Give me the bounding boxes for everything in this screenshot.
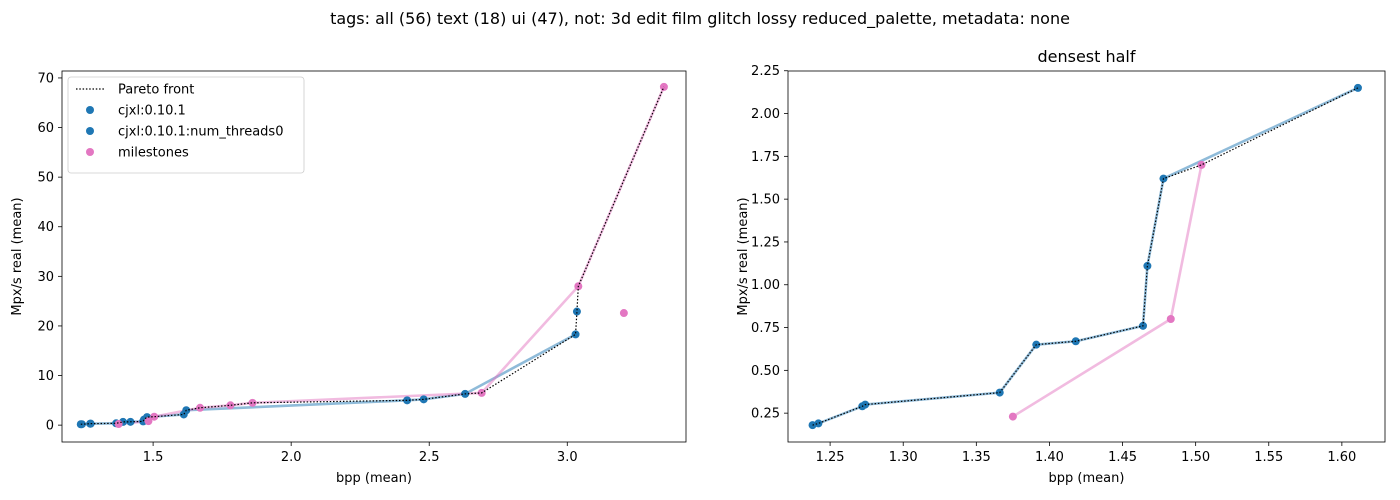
y-tick-label: 1.00 [751,278,780,293]
x-tick-label: 1.45 [1108,450,1137,465]
y-tick-label: 0.25 [751,407,780,422]
y-tick-label: 40 [37,220,54,235]
x-tick-label: 1.5 [143,450,164,465]
legend-entry-label: Pareto front [118,83,194,98]
y-tick-label: 1.25 [751,235,780,250]
milestone-point [619,309,628,318]
milestones-series-line [1012,164,1203,418]
y-tick-label: 2.25 [751,64,780,79]
chart-title: densest half [1037,47,1135,66]
x-tick-label: 3.0 [557,450,578,465]
chart-panel-all: 1.5 2.0 2.5 3.0 0 10 20 30 40 50 60 70 bpp (mean) Mpx… [10,70,687,486]
legend-entry-label: milestones [118,146,189,161]
cjxl-point [571,330,580,339]
milestone-point [226,401,235,410]
y-tick-label: 0 [46,419,54,434]
milestone-point [196,403,205,412]
legend-key-marker [86,127,94,135]
x-tick-label: 1.50 [1181,450,1210,465]
x-tick-label: 1.25 [816,450,845,465]
y-tick-label: 50 [37,171,54,186]
cjxl-point [1143,261,1152,270]
milestone-point [1197,160,1206,169]
cjxl-point [419,395,428,404]
cjxl-series-line [812,86,1359,427]
x-tick-label: 2.5 [419,450,440,465]
y-tick-label: 60 [37,121,54,136]
y-axis-label: Mpx/s real (mean) [10,197,25,315]
x-tick-label: 1.60 [1327,450,1356,465]
legend-key-marker [86,106,94,114]
legend-key-marker [86,148,94,156]
pareto-front-line [812,87,1359,426]
chart-panel-densest-half: densest half 1.25 1.30 1.35 1.40 1.45 1.50 1.55… [736,47,1386,486]
x-tick-label: 1.40 [1035,450,1064,465]
x-tick-label: 1.30 [889,450,918,465]
x-tick-label: 1.35 [962,450,991,465]
plot-area [808,83,1362,430]
axes-frame [61,70,687,443]
cjxl-point [1353,83,1362,92]
y-tick-label: 1.50 [751,193,780,208]
figure-suptitle: tags: all (56) text (18) ui (47), not: 3… [330,9,1070,29]
y-axis-label: Mpx/s real (mean) [736,197,751,315]
legend-entry-label: cjxl:0.10.1:num_threads0 [118,125,283,140]
y-tick-label: 20 [37,319,54,334]
y-tick-label: 2.00 [751,107,780,122]
legend-frame [67,76,305,174]
cjxl-point [403,396,412,405]
y-tick-label: 70 [37,71,54,86]
plot-area [76,82,668,429]
legend: Pareto front cjxl:0.10.1 cjxl:0.10.1:num_t… [67,76,305,174]
milestone-point [144,417,153,426]
y-tick-label: 0.75 [751,321,780,336]
cjxl-point [814,419,823,428]
milestone-point [1166,314,1175,323]
milestone-point [114,419,123,428]
cjxl-point [572,307,581,316]
y-tick-label: 1.75 [751,150,780,165]
milestone-point [248,398,257,407]
y-tick-label: 10 [37,369,54,384]
milestone-point [150,412,159,421]
milestone-point [1008,412,1017,421]
legend-entry-label: cjxl:0.10.1 [118,104,186,119]
x-tick-label: 2.0 [281,450,302,465]
x-tick-label: 1.55 [1254,450,1283,465]
x-axis-label: bpp (mean) [1049,471,1125,486]
y-tick-label: 30 [37,270,54,285]
axes-frame [787,70,1386,443]
y-tick-label: 0.50 [751,364,780,379]
cjxl-series-line [80,333,577,426]
pareto-front-line [80,86,665,425]
x-axis-label: bpp (mean) [336,471,412,486]
